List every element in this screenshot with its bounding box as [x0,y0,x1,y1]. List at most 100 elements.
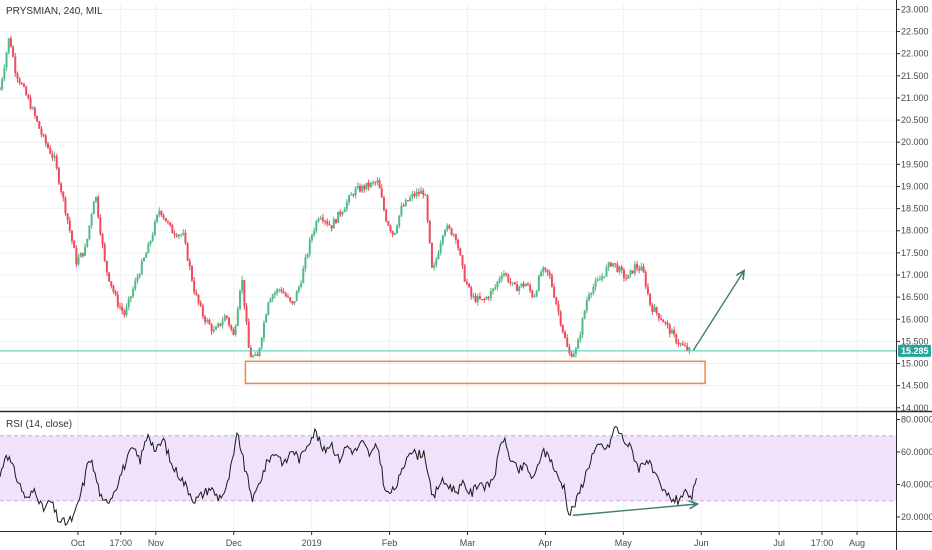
candle-body-down [526,284,529,286]
candle-body-down [391,231,394,235]
time-tick-label: Feb [382,538,398,548]
candle-body-up [319,217,322,219]
drawing-annotations[interactable] [244,271,744,517]
candle-body-up [84,246,87,256]
candle-body-down [9,38,12,47]
candle-body-up [633,264,636,274]
candle-body-up [223,315,226,322]
price-tick-label: 16.000 [901,314,929,324]
candle-body-up [653,307,656,312]
candle-body-up [206,319,209,322]
candle-body-down [62,191,65,198]
candle-body-up [142,257,145,262]
candle-body-down [118,306,121,308]
candle-body-down [64,197,67,214]
candle-body-down [99,217,102,235]
rsi-divergence-arrow[interactable] [572,504,698,517]
candle-body-down [73,240,76,249]
time-tick-label: Mar [460,538,476,548]
candle-body-down [561,324,564,332]
price-target-arrow[interactable] [692,271,744,351]
candle-body-down [555,297,558,305]
candle-body-up [345,201,348,210]
candle-body-up [297,286,300,292]
candle-body-up [520,283,523,287]
rsi-tick-label: 20.0000 [901,512,932,522]
candle-body-up [313,230,316,235]
candle-body-up [156,215,159,222]
candle-body-down [673,330,676,335]
candle-body-down [324,220,327,222]
candle-body-up [177,234,180,237]
candle-body-down [326,221,329,224]
candle-body-up [273,292,276,295]
candle-body-up [411,193,414,198]
candle-body-up [588,294,591,301]
candle-body-down [454,234,457,240]
price-tick-label: 20.000 [901,137,929,147]
candle-body-down [101,234,104,245]
price-tick-label: 22.500 [901,27,929,37]
candle-body-up [304,257,307,269]
candle-body-up [269,298,272,303]
candle-body-down [166,221,169,223]
candle-body-down [638,268,641,271]
candle-body-up [86,238,89,247]
candle-body-up [77,257,80,265]
candle-body-down [465,281,468,284]
candle-body-down [649,293,652,305]
candle-body-down [188,260,191,267]
price-candles [0,35,896,359]
candle-body-up [92,201,95,215]
time-scale[interactable]: Oct 17:00 Nov Dec 2019 Feb Mar Apr May Jun Jul 17:0… [71,531,865,548]
candle-body-up [182,232,185,235]
candle-body-down [110,281,113,287]
candle-body-down [0,89,1,91]
candle-body-down [14,56,17,74]
candle-body-up [262,322,265,338]
price-tick-label: 19.000 [901,181,929,191]
time-tick-label: 17:00 [811,538,834,548]
candle-body-up [393,232,396,235]
price-scale[interactable]: 23.000 22.500 22.000 21.500 21.000 20.500 20.0… [896,4,932,522]
candle-body-down [328,223,331,226]
candle-body-up [7,38,10,53]
candle-body-up [337,211,340,223]
candle-body-down [483,299,486,301]
candle-body-down [422,190,425,195]
candle-body-down [463,265,466,282]
candle-body-down [114,291,117,295]
candle-body-down [655,307,658,314]
candle-body-up [149,240,152,244]
price-tick-label: 21.500 [901,71,929,81]
rsi-overbought-oversold-band [0,435,896,502]
rsi-line [0,425,697,526]
candle-body-down [160,210,163,216]
time-tick-label: Jul [773,538,785,548]
candle-body-down [529,285,532,291]
candle-body-down [468,283,471,288]
candle-body-up [618,266,621,272]
candle-body-down [289,297,292,302]
candle-body-down [219,323,222,326]
candle-body-up [234,326,237,335]
candle-body-up [603,276,606,278]
candle-body-up [579,335,582,340]
candle-body-up [88,225,91,239]
candle-body-down [190,266,193,281]
price-tick-label: 19.500 [901,159,929,169]
candle-body-up [1,78,4,90]
time-tick-label: Aug [849,538,865,548]
candle-body-up [310,234,313,240]
candle-body-up [271,294,274,299]
candle-body-up [158,210,161,216]
support-zone-rectangle[interactable] [244,360,706,385]
candle-body-up [540,272,543,276]
candle-body-up [494,287,497,289]
candle-body-down [609,262,612,267]
candle-body-down [105,260,108,273]
candle-body-down [282,291,285,294]
time-tick-label: Dec [226,538,243,548]
time-tick-label: Oct [71,538,86,548]
